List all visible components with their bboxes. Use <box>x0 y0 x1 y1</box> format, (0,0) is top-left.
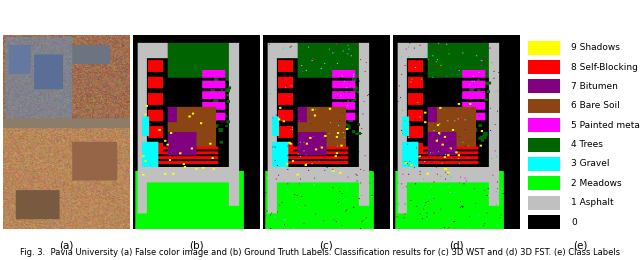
Bar <box>528 176 559 190</box>
Text: (d): (d) <box>449 240 463 250</box>
Text: 4 Trees: 4 Trees <box>571 140 603 149</box>
Bar <box>528 41 559 55</box>
Bar <box>528 157 559 171</box>
Bar <box>528 215 559 229</box>
Text: (c): (c) <box>319 240 333 250</box>
Text: 7 Bitumen: 7 Bitumen <box>571 82 618 91</box>
Text: (e): (e) <box>573 240 587 250</box>
Text: 2 Meadows: 2 Meadows <box>571 179 621 188</box>
Text: 1 Asphalt: 1 Asphalt <box>571 198 614 207</box>
Text: 0: 0 <box>571 218 577 226</box>
Bar <box>528 80 559 93</box>
Text: 9 Shadows: 9 Shadows <box>571 43 620 52</box>
Bar <box>528 138 559 152</box>
Text: 5 Painted metal sheets: 5 Painted metal sheets <box>571 121 640 130</box>
Text: 8 Self-Blocking Bricks: 8 Self-Blocking Bricks <box>571 63 640 72</box>
Text: 3 Gravel: 3 Gravel <box>571 159 609 168</box>
Bar <box>528 99 559 113</box>
Text: 6 Bare Soil: 6 Bare Soil <box>571 101 620 110</box>
Bar <box>528 118 559 132</box>
Text: (a): (a) <box>59 240 74 250</box>
Bar <box>528 60 559 74</box>
Text: (b): (b) <box>189 240 204 250</box>
Text: Fig. 3.  Pavia University (a) False color image and (b) Ground Truth Labels. Cla: Fig. 3. Pavia University (a) False color… <box>20 248 620 257</box>
Bar <box>528 196 559 210</box>
